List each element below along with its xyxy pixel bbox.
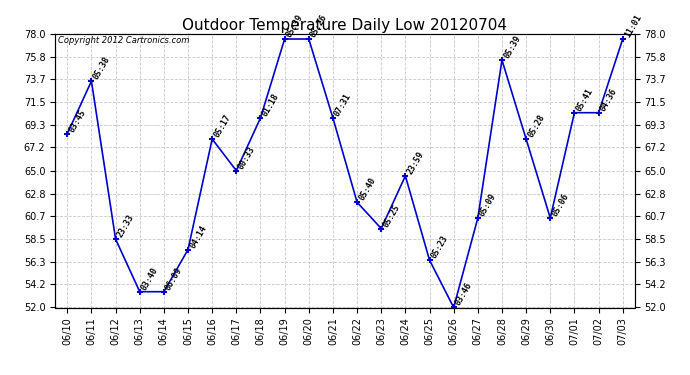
- Text: 04:36: 04:36: [598, 87, 619, 113]
- Text: 05:06: 05:06: [551, 192, 571, 218]
- Title: Outdoor Temperature Daily Low 20120704: Outdoor Temperature Daily Low 20120704: [182, 18, 508, 33]
- Text: 05:17: 05:17: [213, 113, 233, 139]
- Text: 05:23: 05:23: [429, 234, 450, 260]
- Text: 05:40: 05:40: [357, 176, 377, 202]
- Text: 07:31: 07:31: [333, 92, 353, 118]
- Text: 23:33: 23:33: [116, 213, 136, 239]
- Text: 05:41: 05:41: [574, 87, 595, 113]
- Text: 05:39: 05:39: [284, 13, 305, 39]
- Text: 05:26: 05:26: [308, 13, 329, 39]
- Text: 03:45: 03:45: [68, 108, 88, 134]
- Text: 04:14: 04:14: [188, 224, 208, 250]
- Text: 05:25: 05:25: [381, 202, 402, 228]
- Text: 23:59: 23:59: [406, 150, 426, 176]
- Text: 05:09: 05:09: [477, 192, 498, 218]
- Text: 01:18: 01:18: [261, 92, 281, 118]
- Text: 03:40: 03:40: [139, 266, 160, 292]
- Text: Copyright 2012 Cartronics.com: Copyright 2012 Cartronics.com: [58, 36, 190, 45]
- Text: 05:38: 05:38: [91, 55, 112, 81]
- Text: 11:01: 11:01: [622, 13, 643, 39]
- Text: 05:28: 05:28: [526, 113, 546, 139]
- Text: 05:39: 05:39: [502, 34, 522, 60]
- Text: 03:46: 03:46: [454, 281, 474, 308]
- Text: 06:09: 06:09: [164, 266, 184, 292]
- Text: 00:33: 00:33: [236, 144, 257, 171]
